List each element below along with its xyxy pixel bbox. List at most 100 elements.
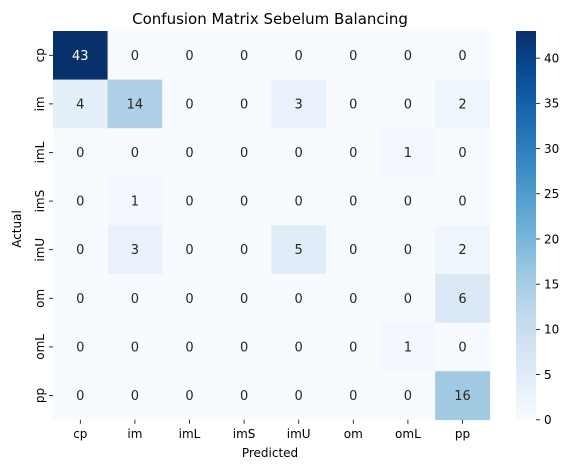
cell-value-label: 0 [240,292,248,307]
heatmap-cell [216,176,272,226]
cell-value-label: 0 [349,389,357,404]
heatmap-cell [326,176,381,226]
cell-value-label: 2 [458,97,466,112]
colorbar-tick-label: 25 [544,187,559,201]
x-axis-label: Predicted [242,446,298,460]
cell-value-label: 0 [295,49,303,64]
y-tick-label: cp [33,48,47,62]
heatmap-cell [216,128,272,178]
heatmap-cell [271,274,327,323]
heatmap-cell [326,322,381,372]
heatmap-cell [53,79,108,129]
cell-value-label: 0 [76,146,84,161]
heatmap-cell [435,322,491,372]
cell-value-label: 0 [76,195,84,210]
cell-value-label: 0 [349,243,357,258]
colorbar-gradient [516,31,536,420]
heatmap-cell [380,274,436,323]
cell-value-label: 6 [458,292,466,307]
cell-value-label: 0 [295,340,303,355]
heatmap-cell [53,176,108,226]
heatmap-cell [435,371,491,421]
heatmap-cell [380,128,436,178]
heatmap-cell [271,31,327,80]
heatmap-cell [107,225,163,275]
cell-value-label: 0 [185,292,193,307]
cell-value-label: 0 [76,292,84,307]
heatmap-cell [53,225,108,275]
cell-value-label: 1 [404,146,412,161]
heatmap-cell [326,79,381,129]
cell-value-label: 0 [458,195,466,210]
colorbar-tick-label: 30 [544,142,559,156]
cell-value-label: 0 [185,389,193,404]
cell-value-label: 0 [76,389,84,404]
colorbar: 0 5 10 15 20 25 30 35 40 [516,31,559,427]
heatmap-cell [380,31,436,80]
heatmap-cell [326,128,381,178]
cell-value-label: 0 [240,243,248,258]
heatmap-cell [326,31,381,80]
cell-value-label: 5 [295,243,303,258]
cell-value-label: 0 [349,340,357,355]
cell-value-label: 0 [185,243,193,258]
heatmap-cell [107,322,163,372]
heatmap-cell [271,225,327,275]
x-tick-label: imL [179,427,201,441]
cell-value-label: 0 [76,243,84,258]
heatmap-cell [216,225,272,275]
heatmap-cell [380,176,436,226]
heatmap-cell [380,225,436,275]
colorbar-tick-label: 15 [544,277,559,291]
cell-value-label: 14 [127,97,144,112]
heatmap-cell [53,128,108,178]
heatmap-cell [53,274,108,323]
x-tick-label: omL [395,427,421,441]
heatmap-cell [271,176,327,226]
colorbar-tick-label: 35 [544,97,559,111]
cell-value-label: 0 [131,340,139,355]
heatmap-cell [216,322,272,372]
cell-value-label: 0 [131,49,139,64]
heatmap-cell [162,176,218,226]
cell-value-label: 43 [72,49,89,64]
y-tick-labels: cp im imL imS imU om omL pp [33,48,53,403]
cell-value-label: 0 [295,195,303,210]
heatmap-cell [216,79,272,129]
heatmap-cell [435,128,491,178]
heatmap-cell [162,371,218,421]
y-tick-label: pp [33,388,47,403]
cell-value-label: 3 [295,97,303,112]
heatmap-cell [216,31,272,80]
cell-value-label: 0 [349,49,357,64]
heatmap-cell [53,322,108,372]
x-tick-label: im [127,427,142,441]
cell-value-label: 0 [131,389,139,404]
cell-value-label: 0 [349,97,357,112]
heatmap-cell [216,371,272,421]
heatmap-cell [435,176,491,226]
cell-value-label: 0 [349,195,357,210]
cell-value-label: 0 [295,389,303,404]
heatmap-cell [380,322,436,372]
x-tick-label: imU [287,427,311,441]
heatmap-cell [53,371,108,421]
heatmap-cell [162,274,218,323]
cell-value-label: 0 [131,146,139,161]
heatmap-cell [435,274,491,323]
heatmap-cell [107,128,163,178]
x-tick-label: imS [233,427,256,441]
colorbar-tick-label: 20 [544,232,559,246]
y-tick-label: im [33,96,47,111]
cell-value-label: 0 [349,292,357,307]
cell-value-label: 0 [76,340,84,355]
heatmap-cell [162,225,218,275]
y-tick-label: imS [33,190,47,213]
heatmap-cell [162,31,218,80]
y-axis-label: Actual [10,210,24,248]
heatmap-cell [107,79,163,129]
heatmap-cell [380,79,436,129]
heatmap-cell [107,31,163,80]
cell-value-label: 0 [404,389,412,404]
